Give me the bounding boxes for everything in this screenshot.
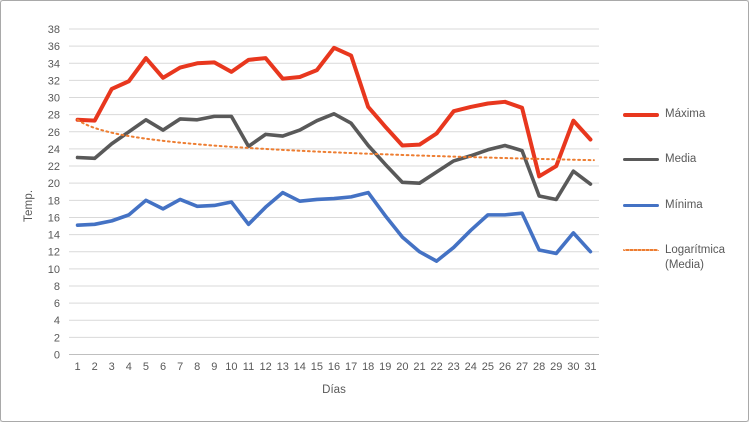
media-line-swatch <box>623 157 659 162</box>
x-tick-label: 2 <box>92 361 98 373</box>
x-tick-label: 20 <box>396 361 408 373</box>
y-axis-title: Temp. <box>23 189 35 222</box>
x-tick-label: 14 <box>294 361 306 373</box>
y-tick-label: 2 <box>54 332 60 344</box>
x-tick-label: 3 <box>109 361 115 373</box>
y-tick-label: 10 <box>48 264 60 276</box>
y-tick-label: 4 <box>54 315 60 327</box>
series-line-media <box>75 112 593 202</box>
x-tick-label: 26 <box>499 361 511 373</box>
legend-item-maxima: Máxima <box>623 107 745 122</box>
x-tick-label: 27 <box>516 361 528 373</box>
x-tick-label: 25 <box>482 361 494 373</box>
x-tick-label: 17 <box>345 361 357 373</box>
y-tick-label: 36 <box>48 41 60 53</box>
x-tick-label: 8 <box>194 361 200 373</box>
y-tick-label: 12 <box>48 247 60 259</box>
minima-line-swatch <box>623 203 659 208</box>
legend-item-minima: Mínima <box>623 198 745 213</box>
x-tick-label: 6 <box>160 361 166 373</box>
x-tick-label: 24 <box>465 361 477 373</box>
x-tick-label: 16 <box>328 361 340 373</box>
x-tick-label: 13 <box>277 361 289 373</box>
x-tick-label: 15 <box>311 361 323 373</box>
legend-label-media: Media <box>665 153 697 165</box>
y-tick-label: 20 <box>48 178 60 190</box>
y-tick-label: 34 <box>48 58 60 70</box>
y-tick-label: 30 <box>48 93 60 105</box>
legend-label-maxima: Máxima <box>665 108 706 120</box>
y-tick-label: 26 <box>48 127 60 139</box>
x-tick-label: 1 <box>74 361 80 373</box>
x-tick-label: 29 <box>550 361 562 373</box>
y-tick-label: 32 <box>48 75 60 87</box>
x-tick-label: 7 <box>177 361 183 373</box>
y-tick-label: 18 <box>48 195 60 207</box>
y-tick-label: 28 <box>48 110 60 122</box>
legend: Máxima Media Mínima Logarítmica (Media) <box>623 1 745 421</box>
legend-item-logarithmic-trend: Logarítmica (Media) <box>623 243 745 273</box>
x-tick-label: 22 <box>430 361 442 373</box>
x-tick-label: 12 <box>259 361 271 373</box>
x-tick-label: 30 <box>567 361 579 373</box>
x-tick-label: 19 <box>379 361 391 373</box>
y-tick-label: 16 <box>48 212 60 224</box>
x-tick-label: 18 <box>362 361 374 373</box>
legend-item-media: Media <box>623 152 745 167</box>
y-tick-label: 38 <box>48 24 60 36</box>
y-tick-label: 22 <box>48 161 60 173</box>
logarithmic-trendline <box>76 118 595 162</box>
x-tick-label: 23 <box>448 361 460 373</box>
x-tick-label: 28 <box>533 361 545 373</box>
series-line-mnima <box>75 190 593 263</box>
x-tick-label: 21 <box>413 361 425 373</box>
x-tick-label: 31 <box>584 361 596 373</box>
y-tick-label: 8 <box>54 281 60 293</box>
x-tick-label: 11 <box>243 361 254 373</box>
x-axis-title: Días <box>322 384 346 396</box>
series-line-mxima <box>75 45 593 179</box>
legend-label-minima: Mínima <box>665 199 703 211</box>
x-tick-label: 4 <box>126 361 132 373</box>
x-tick-label: 9 <box>211 361 217 373</box>
y-tick-label: 14 <box>48 230 60 242</box>
y-tick-label: 24 <box>48 144 60 156</box>
y-tick-label: 0 <box>54 350 60 362</box>
logarithmic-trendline-swatch <box>623 249 659 251</box>
x-tick-label: 10 <box>225 361 237 373</box>
y-tick-label: 6 <box>54 298 60 310</box>
x-tick-label: 5 <box>143 361 149 373</box>
legend-label-logarithmic-trend: Logarítmica (Media) <box>665 244 726 271</box>
maxima-line-swatch <box>623 112 659 117</box>
